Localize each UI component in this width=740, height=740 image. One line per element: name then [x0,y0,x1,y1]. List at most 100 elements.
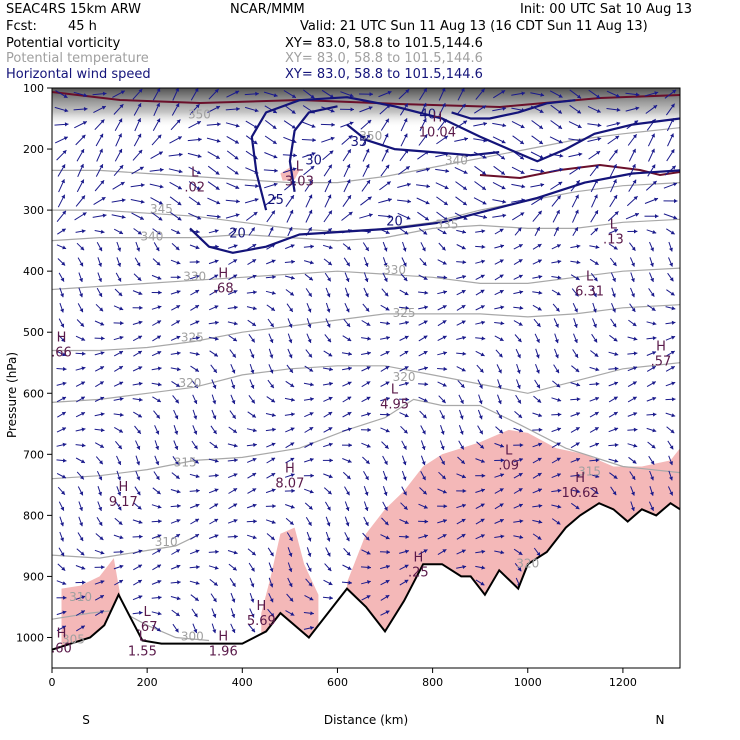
wind-vector-head [461,103,466,108]
wind-vector-head [517,567,522,572]
wind-vector-head [536,322,541,327]
pv-shading-region [347,429,680,632]
pv-center-type: H [285,462,295,477]
wind-vector-head [367,427,371,432]
wind-vector-head [593,323,597,328]
wind-vector-head [98,521,103,526]
wind-vector-head [60,293,64,298]
wind-vector-head [539,154,544,159]
wind-vector-head [139,610,143,615]
wind-vector-head [81,195,85,200]
wind-vector-head [632,134,637,139]
wind-vector-head [274,168,278,173]
wind-vector-head [519,428,523,433]
wind-vector-head [616,121,621,126]
wind-vector-head [536,384,540,389]
wind-vector-head [307,308,312,313]
wind-vector-head [670,133,674,138]
wind-vector-head [174,460,179,465]
wind-vector-head [157,305,162,310]
wind-vector-head [574,209,579,214]
wind-vector-head [520,212,525,217]
wind-vector-head [365,476,369,480]
wind-vector-head [61,338,65,342]
wind-vector-head [159,184,164,189]
wind-vector-head [463,216,468,220]
wind-vector-head [64,108,69,113]
wind-vector-head [251,551,256,556]
wind-vector-head [650,262,654,267]
wind-vector-head [307,552,312,557]
wind-vector-head [81,427,86,432]
wind-vector-head [254,108,259,113]
wind-vector-head [251,628,255,633]
wind-vector-head [366,381,371,385]
wind-vector-head [345,308,350,313]
wind-vector-head [364,293,369,298]
wind-vector-head [441,415,445,420]
wind-vector-head [385,118,389,123]
wind-vector-head [482,154,487,159]
wind-vector-head [194,459,199,464]
wind-vector-head [176,367,181,372]
wind-vector-head [479,384,483,389]
wind-vector-head [100,366,104,370]
wind-vector-head [538,274,543,279]
wind-vector-head [346,475,351,480]
theta-contour-label: 315 [174,456,197,470]
wind-vector-head [101,565,105,570]
wind-vector-head [308,505,313,510]
pv-center-type: L [296,160,304,175]
wind-vector-head [481,259,485,264]
wind-vector-head [502,123,507,128]
wind-vector-head [459,415,464,420]
wind-vector-head [650,506,654,511]
wind-vector-head [460,88,465,92]
wind-vector-head [232,566,237,571]
wind-vector-head [576,489,581,494]
wind-vector-head [175,103,180,108]
wind-vector-head [367,351,371,356]
wind-vector-head [136,476,141,481]
wind-vector-head [403,429,408,434]
wind-vector-head [291,397,295,402]
wind-vector-head [345,522,350,527]
wind-vector-head [385,366,390,370]
pv-center-type: L [139,630,147,645]
wind-vector-head [290,612,295,616]
wind-vector-head [216,200,221,205]
wind-vector-head [459,430,464,435]
wind-vector-head [60,277,65,282]
wind-vector-head [650,247,654,252]
wind-vector-head [158,290,162,295]
wind-vector-head [517,354,521,359]
wind-vector-head [61,412,66,416]
wind-vector-head [404,335,409,340]
wind-vector-head [288,323,293,328]
wind-vector-head [214,488,219,493]
wind-vector-head [442,489,447,494]
wind-vector-head [650,491,654,496]
wind-vector-head [631,507,635,511]
wind-vector-head [175,246,180,251]
wind-vector-head [62,458,67,463]
wind-vector-head [366,550,371,555]
wind-vector-head [403,505,408,510]
wind-vector-head [613,396,618,401]
wind-vector-head [328,581,333,586]
wind-vector-head [290,275,295,280]
wind-vector-head [499,519,504,523]
wind-vector-head [519,305,524,310]
wind-vector-head [81,366,86,371]
wind-vector-head [538,519,543,524]
wind-vector-head [519,155,524,160]
wind-vector-head [310,244,314,249]
wind-vector-head [385,164,390,169]
wind-vector-head [288,354,293,359]
pv-center-type: H [118,480,128,495]
wind-vector-head [441,399,446,403]
wind-vector-head [272,196,277,201]
wind-speed-label: 25 [267,193,284,208]
wind-vector-head [614,381,618,386]
